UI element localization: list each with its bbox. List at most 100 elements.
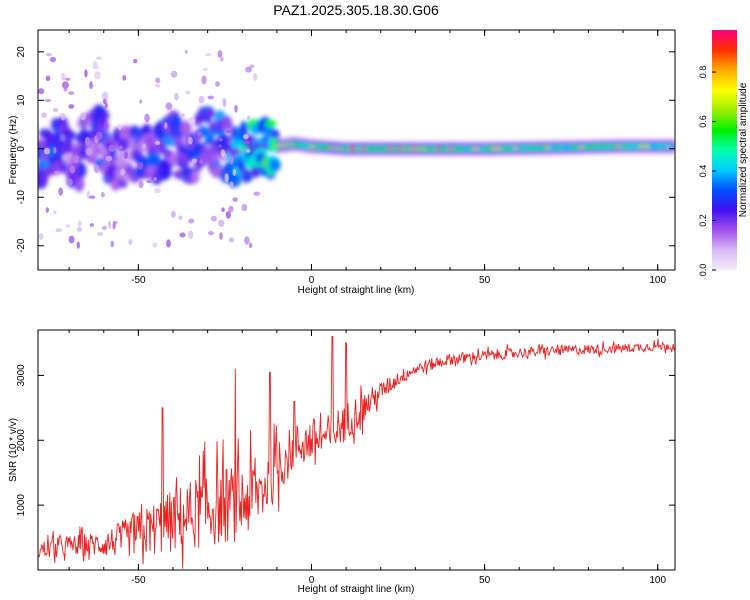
heatmap-speck <box>218 219 225 227</box>
heatmap-speck <box>218 137 223 142</box>
heatmap-speck <box>243 133 249 140</box>
heatmap-speck <box>243 140 251 145</box>
colorbar-tick-label: 0.2 <box>698 214 708 227</box>
heatmap-speck <box>188 117 195 125</box>
heatmap-speck <box>222 100 227 108</box>
heatmap-speck <box>118 123 122 131</box>
heatmap-cell <box>269 159 281 172</box>
snr-panel: -50 0 50 100 1000 2000 3000 Height of straight… <box>8 329 676 595</box>
heatmap-speck <box>248 242 253 249</box>
heatmap-cell <box>62 139 72 155</box>
heatmap-speck <box>65 224 70 228</box>
heatmap-speck <box>94 71 101 80</box>
heatmap-speck <box>101 225 107 230</box>
heatmap-speck <box>207 95 214 100</box>
heatmap-speck <box>232 197 238 202</box>
heatmap-speck <box>234 104 238 113</box>
heatmap-speck <box>185 90 191 95</box>
heatmap-speck <box>144 113 150 123</box>
colorbar-tick-label: 0.8 <box>698 66 708 79</box>
heatmap-speck <box>60 72 66 81</box>
heatmap-speck <box>179 232 186 238</box>
heatmap-cell <box>181 166 195 176</box>
heatmap-speck <box>133 59 138 64</box>
y-tick-label: 2000 <box>16 429 27 452</box>
heatmap-cell <box>76 162 87 179</box>
heatmap-speck <box>232 169 237 177</box>
heatmap-speck <box>68 235 75 244</box>
heatmap-speck <box>64 77 71 81</box>
heatmap-speck <box>217 50 223 58</box>
heatmap-cell <box>180 120 192 136</box>
heatmap-speck <box>174 92 179 101</box>
x-tick-label: 50 <box>479 275 491 286</box>
snr-y-label: SNR (10 * v/v) <box>8 418 19 482</box>
heatmap-speck <box>77 220 82 228</box>
heatmap-speck <box>210 215 217 222</box>
y-tick-label: -20 <box>16 238 27 253</box>
heatmap-speck <box>52 210 57 215</box>
heatmap-cell <box>244 172 254 182</box>
heatmap-speck <box>45 75 51 82</box>
heatmap-speck <box>138 180 144 189</box>
x-tick-label: -50 <box>131 575 146 586</box>
x-tick-label: 0 <box>309 575 315 586</box>
colorbar-tick-label: 0.6 <box>698 115 708 128</box>
heatmap-speck <box>137 161 144 170</box>
heatmap-speck <box>198 95 205 104</box>
heatmap-speck <box>188 218 195 224</box>
heatmap-speck <box>69 165 76 174</box>
heatmap-speck <box>224 173 229 182</box>
heatmap-speck <box>60 112 66 121</box>
snr-frame <box>37 329 676 571</box>
y-tick-label: 1000 <box>16 494 27 517</box>
x-tick-label: 50 <box>479 575 491 586</box>
snr-axes: -50 0 50 100 1000 2000 3000 <box>16 330 675 586</box>
heatmap-cell <box>239 120 249 136</box>
colorbar-label: Normalized spectral amplitude <box>738 82 749 217</box>
heatmap-cell <box>74 176 85 192</box>
heatmap-speck <box>199 159 204 165</box>
x-tick-label: -50 <box>131 275 146 286</box>
heatmap-speck <box>89 81 93 90</box>
heatmap-speck <box>155 140 161 145</box>
heatmap-speck <box>152 242 158 248</box>
spectrogram-x-label: Height of straight line (km) <box>298 285 415 296</box>
heatmap-speck <box>188 230 194 239</box>
heatmap-speck <box>120 168 126 176</box>
heatmap-speck <box>85 147 93 156</box>
heatmap-speck <box>38 233 44 240</box>
heatmap-speck <box>101 91 109 101</box>
heatmap-speck <box>220 57 224 62</box>
snr-series-line <box>38 336 675 569</box>
colorbar-tick-label: 0.4 <box>698 165 708 178</box>
heatmap-speck <box>146 179 153 184</box>
heatmap-speck <box>228 237 234 243</box>
heatmap-speck <box>94 164 100 174</box>
heatmap-cell <box>52 160 63 175</box>
heatmap-speck <box>225 211 231 219</box>
heatmap-speck <box>44 98 52 103</box>
heatmap-speck <box>76 227 82 232</box>
heatmap-speck <box>44 147 50 155</box>
colorbar-tick-label: 0.0 <box>698 264 708 277</box>
heatmap-speck <box>184 49 188 55</box>
heatmap-speck <box>128 239 133 245</box>
heatmap-speck <box>96 131 103 141</box>
heatmap-cell <box>161 167 172 179</box>
heatmap-speck <box>72 154 80 164</box>
heatmap-speck <box>84 69 88 78</box>
heatmap-speck <box>155 77 161 84</box>
heatmap-cell <box>159 161 174 170</box>
heatmap-speck <box>249 64 255 69</box>
heatmap-blobs <box>38 104 675 192</box>
heatmap-speck <box>139 99 143 104</box>
heatmap-speck <box>253 72 258 81</box>
heatmap-speck <box>244 236 250 245</box>
heatmap-speck <box>218 144 222 148</box>
heatmap-speck <box>102 151 108 155</box>
heatmap-speck <box>154 188 161 194</box>
heatmap-speck <box>191 158 198 164</box>
heatmap-speck <box>45 53 52 57</box>
